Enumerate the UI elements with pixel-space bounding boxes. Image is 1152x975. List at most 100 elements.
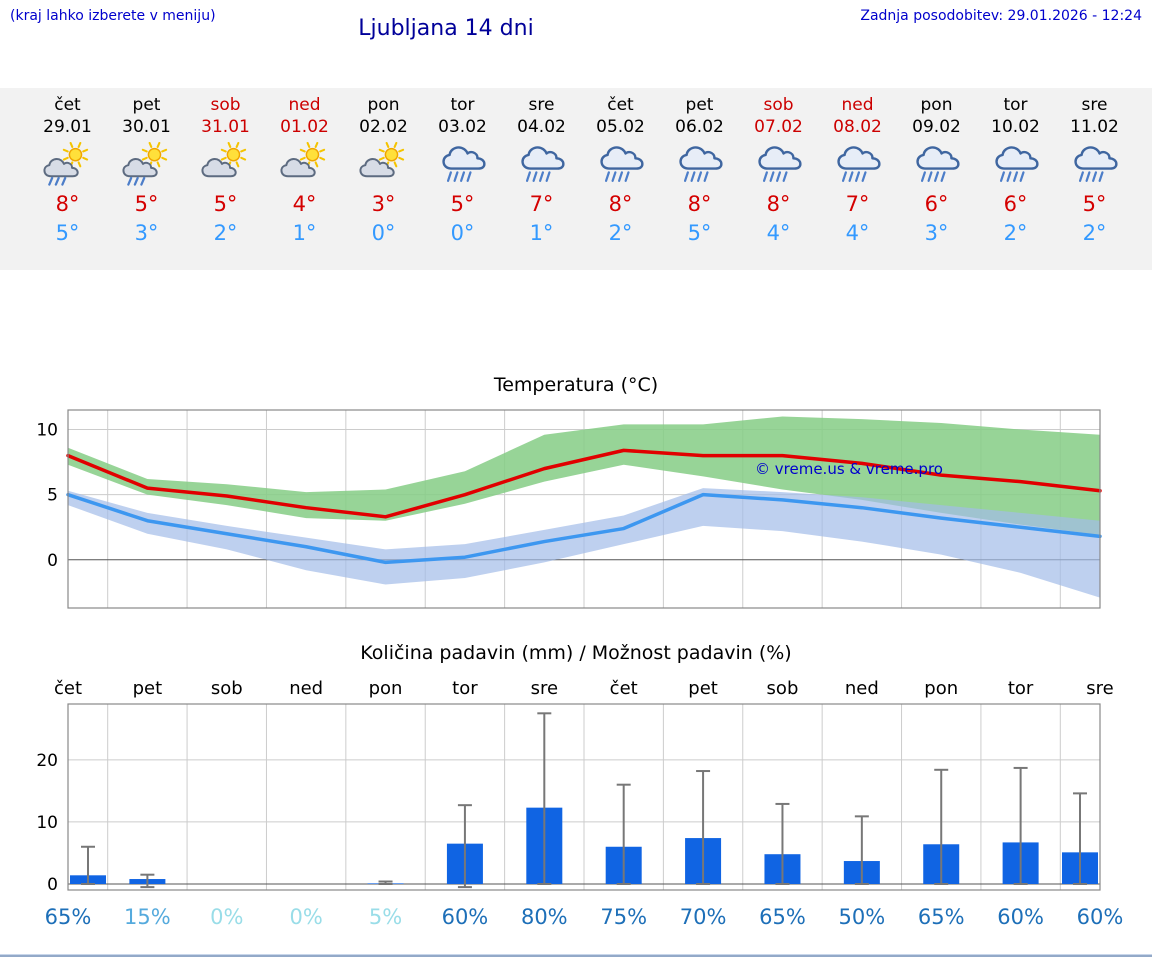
weather-icon-wrap [107, 138, 186, 190]
temp-min: 1° [292, 221, 317, 245]
precip-day-label: pon [924, 678, 958, 699]
weather-icon-wrap [502, 138, 581, 190]
day-date: 29.01 [43, 117, 92, 137]
forecast-day-cell[interactable]: sob 31.01 5° 2° [186, 94, 265, 248]
day-date: 01.02 [280, 117, 329, 137]
temp-min: 1° [529, 221, 554, 245]
forecast-day-cell[interactable]: ned 01.02 4° 1° [265, 94, 344, 248]
weather-icon-wrap [1055, 138, 1134, 190]
forecast-day-cell[interactable]: čet 29.01 8° 5° [28, 94, 107, 248]
temp-max: 5° [1082, 192, 1107, 216]
precip-day-label: čet [54, 678, 82, 699]
weather-icon-wrap [186, 138, 265, 190]
precip-whisker [537, 712, 552, 885]
precip-day-label: pet [133, 678, 163, 699]
precip-probability-label: 60% [442, 905, 489, 929]
forecast-day-cell[interactable]: pon 02.02 3° 0° [344, 94, 423, 248]
precip-probability-label: 80% [521, 905, 568, 929]
precip-probability-label: 75% [600, 905, 647, 929]
last-update-timestamp: Zadnja posodobitev: 29.01.2026 - 12:24 [860, 8, 1142, 24]
cloud-rain-icon [757, 146, 802, 182]
temp-min: 5° [55, 221, 80, 245]
weather-icon-wrap [818, 138, 897, 190]
temp-min: 0° [371, 221, 396, 245]
sun-cloud-rain-icon [42, 142, 88, 186]
forecast-day-cell[interactable]: sre 04.02 7° 1° [502, 94, 581, 248]
temp-max: 5° [213, 192, 238, 216]
temp-min: 4° [766, 221, 791, 245]
precip-probability-label: 15% [124, 905, 171, 929]
precip-probability-label: 0% [289, 905, 322, 929]
weather-icon-wrap [739, 138, 818, 190]
precip-probability-label: 65% [45, 905, 92, 929]
day-date: 02.02 [359, 117, 408, 137]
forecast-strip: čet 29.01 8° 5° pet 30.01 5° 3° sob 31.01 5° 2° ned 0… [0, 88, 1152, 270]
temp-min: 3° [924, 221, 949, 245]
weather-icon-wrap [344, 138, 423, 190]
day-name: čet [607, 95, 634, 115]
day-name: sob [210, 95, 241, 115]
forecast-day-cell[interactable]: sre 11.02 5° 2° [1055, 94, 1134, 248]
day-date: 03.02 [438, 117, 487, 137]
day-name: čet [54, 95, 81, 115]
forecast-day-cell[interactable]: tor 10.02 6° 2° [976, 94, 1055, 248]
temp-min: 2° [1003, 221, 1028, 245]
day-name: sre [528, 95, 555, 115]
precip-whisker [81, 845, 95, 885]
day-name: sre [1081, 95, 1108, 115]
temperature-chart-section: Temperatura (°C) 0 5 10 © vreme.us & vreme.… [0, 374, 1152, 616]
temperature-chart-title: Temperatura (°C) [493, 374, 659, 396]
cloud-rain-icon [994, 146, 1039, 182]
precip-day-label: sob [211, 678, 243, 699]
precip-whisker [696, 770, 711, 885]
sun-cloud-icon [279, 142, 325, 178]
weather-icon-wrap [28, 138, 107, 190]
cloud-rain-icon [836, 146, 881, 182]
day-name: sob [763, 95, 794, 115]
day-name: pon [367, 95, 400, 115]
forecast-day-cell[interactable]: pet 06.02 8° 5° [660, 94, 739, 248]
precip-probability-label: 60% [1077, 905, 1124, 929]
forecast-day-cell[interactable]: ned 08.02 7° 4° [818, 94, 897, 248]
forecast-day-cell[interactable]: pet 30.01 5° 3° [107, 94, 186, 248]
forecast-day-cell[interactable]: pon 09.02 6° 3° [897, 94, 976, 248]
precipitation-chart: čet pet sob ned pon tor sre čet pet sob ned pon tor s… [36, 678, 1124, 929]
precip-whisker [934, 768, 949, 885]
weather-icon-wrap [265, 138, 344, 190]
day-date: 31.01 [201, 117, 250, 137]
cloud-rain-icon [1073, 146, 1118, 182]
precip-day-label: pet [688, 678, 718, 699]
temp-max: 6° [1003, 192, 1028, 216]
precip-probability-label: 0% [210, 905, 243, 929]
min-temp-line [66, 492, 1102, 565]
watermark-link[interactable]: © vreme.us & vreme.pro [755, 460, 943, 478]
precip-day-label: ned [289, 678, 323, 699]
temp-min: 0° [450, 221, 475, 245]
temp-max: 7° [845, 192, 870, 216]
max-range-band [68, 416, 1100, 536]
day-date: 11.02 [1070, 117, 1119, 137]
y-axis-tick: 20 [36, 751, 58, 771]
day-date: 30.01 [122, 117, 171, 137]
forecast-day-cell[interactable]: sob 07.02 8° 4° [739, 94, 818, 248]
temp-max: 3° [371, 192, 396, 216]
day-name: ned [841, 95, 874, 115]
min-range-band [68, 488, 1100, 598]
precip-day-label: ned [845, 678, 879, 699]
precip-whisker [1073, 792, 1087, 885]
temp-min: 2° [213, 221, 238, 245]
day-name: ned [288, 95, 321, 115]
temp-max: 4° [292, 192, 317, 216]
temp-max: 6° [924, 192, 949, 216]
day-date: 04.02 [517, 117, 566, 137]
temp-max: 8° [608, 192, 633, 216]
cloud-rain-icon [599, 146, 644, 182]
top-bar: (kraj lahko izberete v meniju) Ljubljana… [0, 0, 1152, 88]
temp-max: 5° [134, 192, 159, 216]
forecast-day-cell[interactable]: čet 05.02 8° 2° [581, 94, 660, 248]
day-name: pon [920, 95, 953, 115]
forecast-day-cell[interactable]: tor 03.02 5° 0° [423, 94, 502, 248]
precip-probability-label: 65% [759, 905, 806, 929]
y-axis-tick: 5 [47, 486, 58, 506]
temp-max: 8° [766, 192, 791, 216]
